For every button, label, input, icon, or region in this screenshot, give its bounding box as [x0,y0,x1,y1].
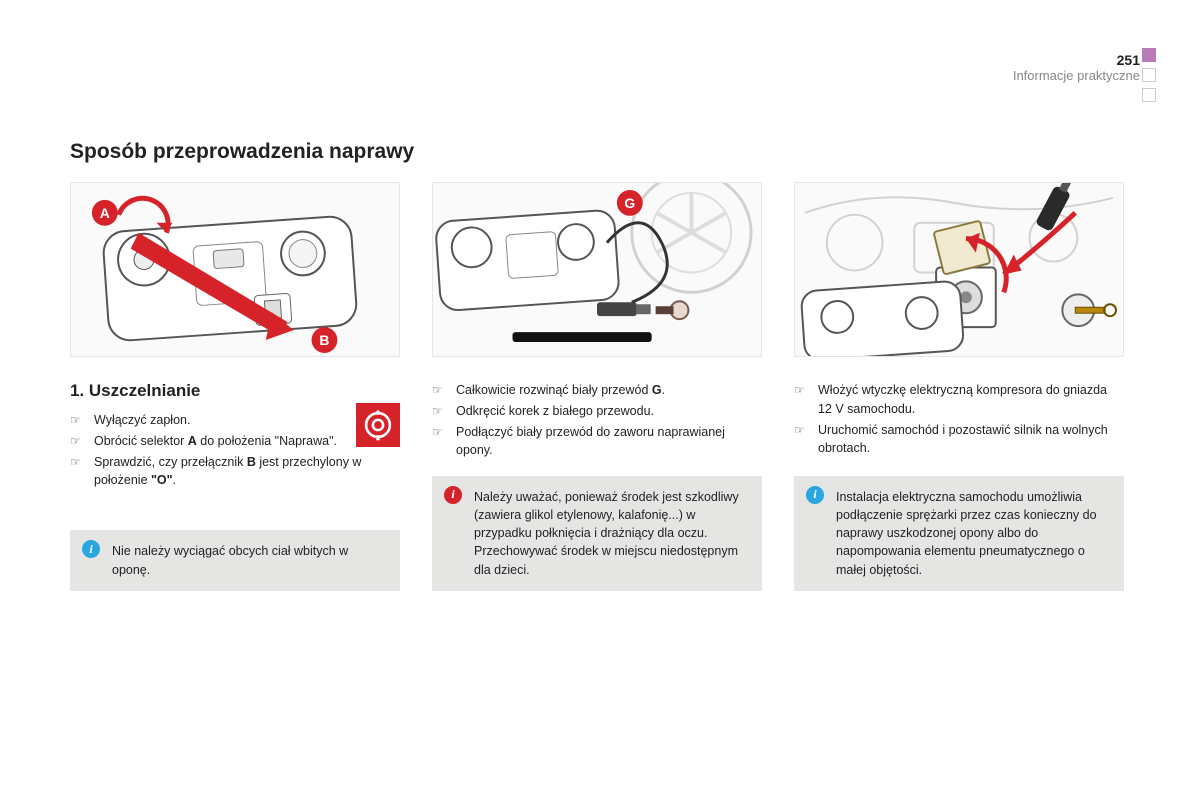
warning-note: i Należy uważać, ponieważ środek jest sz… [432,476,762,591]
section-label: Informacje praktyczne [1013,68,1140,83]
step-item: Podłączyć biały przewód do zaworu napraw… [432,423,762,461]
illustration-row: A B [70,182,1140,357]
tab-inactive [1142,88,1156,102]
illustration-step-3 [794,182,1124,357]
column-2: Całkowicie rozwinąć biały przewód G. Odkr… [432,381,762,591]
warning-icon: i [444,486,462,504]
illustration-step-1: A B [70,182,400,357]
step-item: Włożyć wtyczkę elektryczną kompresora do… [794,381,1124,419]
step-item: Uruchomić samochód i pozostawić silnik n… [794,421,1124,459]
repair-mode-icon [356,403,400,447]
step-item: Sprawdzić, czy przełącznik B jest przech… [70,453,400,491]
svg-text:B: B [319,332,329,348]
page-number: 251 [1013,52,1140,68]
info-icon: i [806,486,824,504]
content-row: 1. Uszczelnianie Wyłączyć zapłon. Obrócić… [70,381,1140,591]
info-text: Instalacja elektryczna samochodu umożliw… [836,490,1097,577]
info-note-3: i Instalacja elektryczna samochodu umożl… [794,476,1124,591]
svg-text:A: A [100,205,110,221]
svg-text:G: G [624,195,635,211]
section-tabs [1142,48,1156,108]
column-1: 1. Uszczelnianie Wyłączyć zapłon. Obrócić… [70,381,400,591]
steps-list-1: Wyłączyć zapłon. Obrócić selektor A do po… [70,411,400,492]
info-icon: i [82,540,100,558]
steps-list-2: Całkowicie rozwinąć biały przewód G. Odkr… [432,381,762,462]
step-item: Całkowicie rozwinąć biały przewód G. [432,381,762,400]
column-3: Włożyć wtyczkę elektryczną kompresora do… [794,381,1124,591]
tab-inactive [1142,68,1156,82]
illustration-step-2: G [432,182,762,357]
step-item: Odkręcić korek z białego przewodu. [432,402,762,421]
steps-list-3: Włożyć wtyczkę elektryczną kompresora do… [794,381,1124,460]
step-item: Obrócić selektor A do położenia "Naprawa… [70,432,400,451]
info-text: Nie należy wyciągać obcych ciał wbitych … [112,544,348,576]
info-note-1: i Nie należy wyciągać obcych ciał wbityc… [70,530,400,590]
page-title: Sposób przeprowadzenia naprawy [70,140,1140,164]
tab-active [1142,48,1156,62]
step-item: Wyłączyć zapłon. [70,411,400,430]
warning-text: Należy uważać, ponieważ środek jest szko… [474,490,739,577]
subtitle: 1. Uszczelnianie [70,381,400,401]
